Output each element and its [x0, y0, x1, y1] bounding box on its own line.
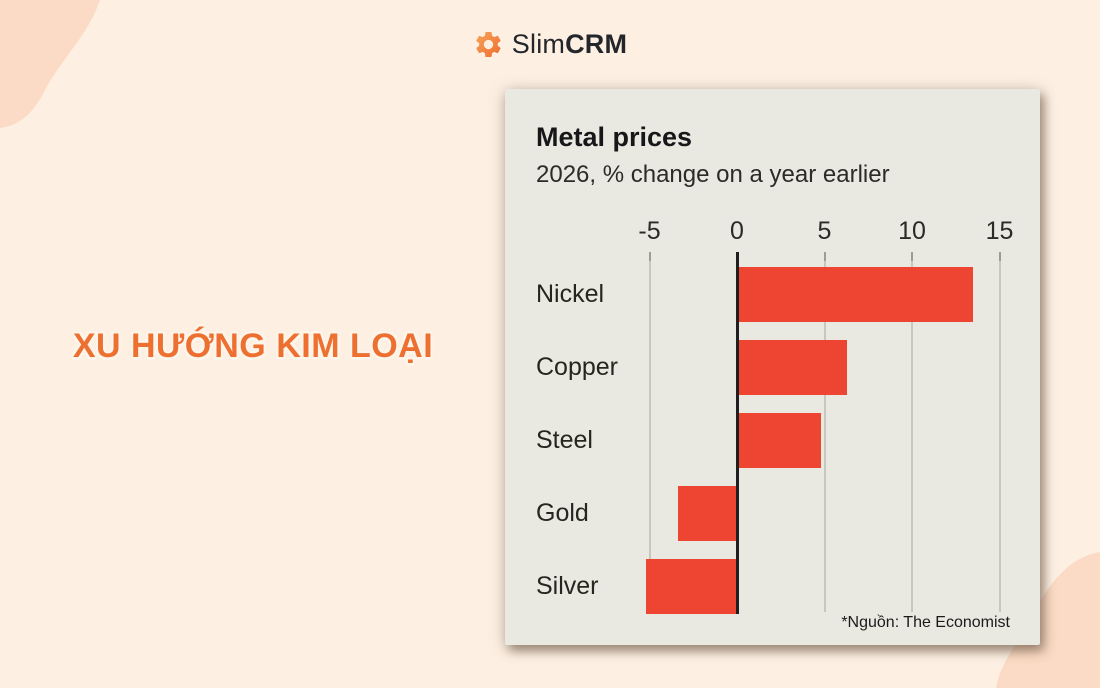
- chart-source: *Nguồn: The Economist: [841, 614, 1010, 631]
- chart-subtitle: 2026, % change on a year earlier: [536, 161, 890, 188]
- page-headline: XU HƯỚNG KIM LOẠI: [72, 327, 434, 365]
- x-axis-tick-label: 15: [985, 217, 1014, 245]
- header-logo: SlimCRM: [0, 26, 1100, 62]
- x-axis-tick-label: 0: [730, 217, 744, 245]
- brand-prefix: Slim: [511, 28, 566, 59]
- bar-gold: [677, 486, 736, 541]
- x-axis-tick-mark: [823, 252, 826, 261]
- blob-top-left: [0, 0, 100, 128]
- bar-copper: [738, 340, 847, 395]
- brand-name: SlimCRM: [512, 29, 627, 60]
- x-axis-tick-label: -5: [638, 217, 661, 245]
- gridline: [998, 261, 1001, 612]
- category-label: Silver: [536, 572, 599, 600]
- gridline: [648, 261, 651, 612]
- x-axis-tick-label: 10: [898, 217, 926, 245]
- chart-title: Metal prices: [536, 122, 693, 152]
- bar-nickel: [738, 267, 973, 322]
- chart-card: Metal prices 2026, % change on a year ea…: [505, 89, 1040, 645]
- zero-axis-line: [735, 252, 739, 614]
- category-label: Copper: [536, 353, 618, 381]
- bar-steel: [738, 413, 821, 468]
- gear-icon: [476, 31, 501, 57]
- x-axis-tick-mark: [998, 252, 1001, 261]
- blob-bottom-right: [996, 552, 1100, 688]
- bar-chart-plot: -5 0 5 10 15 Nickel Copper Steel Gold Silver: [505, 89, 1040, 645]
- x-axis-tick-mark: [911, 252, 913, 261]
- category-label: Gold: [536, 499, 589, 527]
- gridline: [823, 261, 826, 612]
- brand-suffix: CRM: [565, 28, 628, 59]
- category-label: Steel: [536, 426, 593, 454]
- bar-silver: [646, 559, 736, 614]
- category-label: Nickel: [536, 280, 605, 308]
- gridline: [911, 261, 913, 612]
- x-axis-tick-label: 5: [817, 217, 832, 245]
- x-axis-tick-mark: [648, 252, 651, 261]
